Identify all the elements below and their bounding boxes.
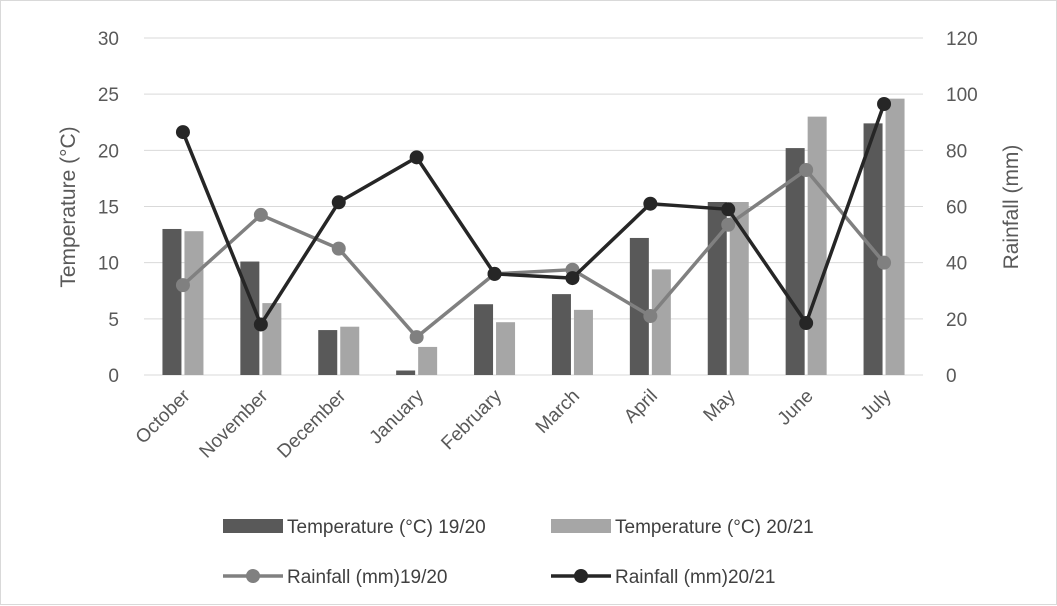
x-tick-label: October — [132, 385, 195, 448]
bar-temp-20-21 — [885, 98, 905, 375]
x-tick-label: January — [366, 385, 429, 448]
bar-temp-19-20 — [474, 304, 494, 375]
point-rainfall-20-21 — [877, 96, 892, 111]
x-tick-label: June — [774, 386, 818, 430]
x-tick-label: December — [273, 385, 350, 462]
bar-temp-19-20 — [162, 228, 182, 375]
bar-temp-20-21 — [496, 322, 516, 375]
legend-marker-rainfall-20-21 — [574, 569, 588, 583]
point-rainfall-20-21 — [565, 271, 580, 286]
left-tick-label: 0 — [108, 366, 119, 387]
bars — [162, 98, 905, 375]
point-rainfall-20-21 — [253, 317, 268, 332]
left-tick-label: 25 — [98, 85, 119, 106]
legend-marker-rainfall-19-20 — [246, 569, 260, 583]
x-tick-label: November — [196, 385, 273, 462]
legend-swatch-temp-20-21 — [551, 519, 611, 533]
point-rainfall-20-21 — [643, 196, 658, 211]
bar-temp-19-20 — [551, 294, 571, 375]
right-tick-label: 120 — [946, 29, 978, 50]
right-axis-title: Rainfall (mm) — [1000, 145, 1023, 270]
bar-temp-19-20 — [396, 370, 416, 375]
point-rainfall-19-20 — [877, 255, 892, 270]
left-axis-title: Temperature (°C) — [57, 126, 80, 287]
point-rainfall-19-20 — [721, 217, 736, 232]
point-rainfall-19-20 — [643, 309, 658, 324]
bar-temp-20-21 — [184, 231, 204, 375]
legend: Temperature (°C) 19/20 Temperature (°C) 2… — [223, 517, 814, 588]
left-tick-label: 5 — [108, 310, 119, 331]
legend-label-rainfall-19-20: Rainfall (mm)19/20 — [287, 567, 448, 588]
left-axis-ticks: 0 5 10 15 20 25 30 — [98, 29, 119, 387]
bar-temp-20-21 — [418, 346, 438, 375]
right-tick-label: 40 — [946, 254, 967, 275]
bar-temp-19-20 — [785, 148, 805, 375]
legend-label-temp-19-20: Temperature (°C) 19/20 — [287, 517, 486, 538]
x-tick-label: July — [857, 385, 896, 424]
left-tick-label: 30 — [98, 29, 119, 50]
point-rainfall-19-20 — [409, 330, 424, 345]
x-tick-label: April — [620, 386, 662, 428]
point-rainfall-19-20 — [253, 207, 268, 222]
lines — [175, 96, 892, 345]
bar-temp-19-20 — [318, 330, 338, 375]
bar-temp-20-21 — [262, 303, 282, 375]
right-tick-label: 0 — [946, 366, 957, 387]
point-rainfall-19-20 — [799, 162, 814, 177]
left-tick-label: 10 — [98, 254, 119, 275]
point-rainfall-19-20 — [175, 278, 190, 293]
bar-temp-20-21 — [340, 326, 360, 375]
line-rainfall-20-21 — [181, 103, 886, 327]
left-tick-label: 15 — [98, 198, 119, 219]
legend-label-rainfall-20-21: Rainfall (mm)20/21 — [615, 567, 776, 588]
bar-temp-20-21 — [651, 269, 671, 375]
point-rainfall-20-21 — [409, 150, 424, 165]
legend-swatch-temp-19-20 — [223, 519, 283, 533]
point-rainfall-20-21 — [175, 125, 190, 140]
x-tick-label: February — [437, 385, 506, 454]
bar-temp-19-20 — [629, 237, 649, 375]
x-axis-ticks: October November December January February Ma… — [132, 385, 896, 462]
right-tick-label: 80 — [946, 141, 967, 162]
right-tick-label: 60 — [946, 198, 967, 219]
legend-label-temp-20-21: Temperature (°C) 20/21 — [615, 517, 814, 538]
point-rainfall-20-21 — [721, 202, 736, 217]
bar-temp-20-21 — [729, 202, 749, 375]
line-rainfall-19-20 — [181, 168, 886, 339]
bar-temp-20-21 — [573, 309, 593, 375]
point-rainfall-20-21 — [799, 316, 814, 331]
left-tick-label: 20 — [98, 141, 119, 162]
right-tick-label: 100 — [946, 85, 978, 106]
x-tick-label: May — [700, 385, 741, 426]
point-rainfall-20-21 — [331, 195, 346, 210]
right-tick-label: 20 — [946, 310, 967, 331]
point-rainfall-20-21 — [487, 266, 502, 281]
bar-temp-20-21 — [807, 116, 827, 375]
point-rainfall-19-20 — [331, 241, 346, 256]
x-tick-label: March — [532, 386, 584, 438]
right-axis-ticks: 0 20 40 60 80 100 120 — [946, 29, 978, 387]
